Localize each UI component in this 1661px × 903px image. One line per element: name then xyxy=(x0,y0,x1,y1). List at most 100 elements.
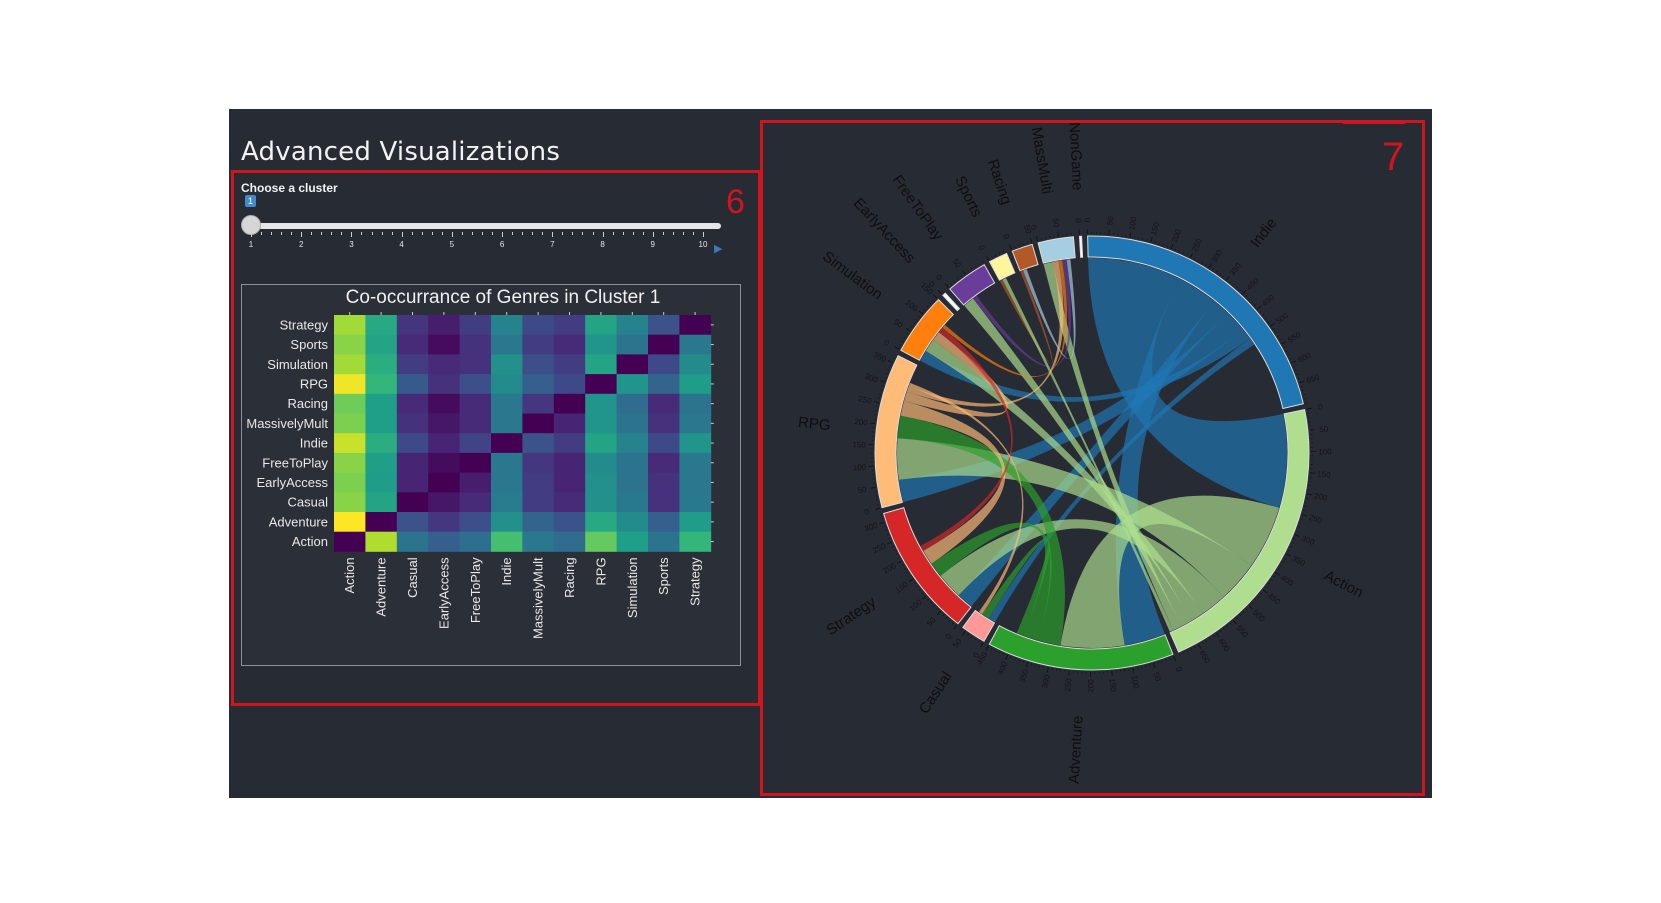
chord-minor-tick xyxy=(935,296,938,299)
chord-minor-tick xyxy=(1201,642,1204,645)
chord-minor-tick xyxy=(1259,311,1262,313)
heatmap-cell xyxy=(522,433,555,454)
chord-tick-label: 0 xyxy=(927,279,937,289)
cluster-slider[interactable]: 1 1 2 3 4 5 6 7 8 9 10 ▶ xyxy=(241,195,731,264)
chord-minor-tick xyxy=(987,645,989,648)
chord-minor-tick xyxy=(1268,582,1271,585)
chord-ribbon xyxy=(897,438,1252,597)
chord-minor-tick xyxy=(1296,373,1299,376)
chord-tick-label: 550 xyxy=(1234,623,1250,639)
page-title: Advanced Visualizations xyxy=(241,137,561,167)
chord-minor-tick xyxy=(897,348,900,350)
heatmap-cell xyxy=(334,433,366,454)
chord-tick-label: 300 xyxy=(1040,673,1052,688)
chord-minor-tick xyxy=(1022,242,1024,246)
heatmap-cell xyxy=(679,374,712,395)
chord-minor-tick xyxy=(885,373,888,375)
chord-minor-tick xyxy=(1265,317,1268,320)
heatmap-cell xyxy=(553,472,586,493)
chord-minor-tick xyxy=(1296,530,1299,532)
chord-minor-tick xyxy=(1161,660,1163,663)
heatmap-cell xyxy=(459,315,492,336)
slider-minor-tick xyxy=(331,232,333,235)
slider-track[interactable] xyxy=(249,223,721,229)
chord-minor-tick xyxy=(1286,553,1289,556)
chord-minor-tick xyxy=(950,283,952,285)
heatmap-cell xyxy=(396,354,429,375)
chord-tick-label: 50 xyxy=(951,636,964,649)
chord-tick-label: 0 xyxy=(1317,402,1324,412)
chord-tick-label: 450 xyxy=(1266,591,1282,607)
app-window: Advanced Visualizations 6 7 Choose a clu… xyxy=(229,109,1432,798)
chord-tick-label: 200 xyxy=(854,417,869,428)
slider-tick-label: 10 xyxy=(698,240,708,249)
chord-minor-tick xyxy=(960,275,963,278)
chord-minor-tick xyxy=(956,277,959,280)
annotation-label-6: 6 xyxy=(726,183,745,221)
chord-minor-tick xyxy=(1293,538,1296,540)
heatmap-cell xyxy=(428,354,460,375)
chord-minor-tick xyxy=(929,302,932,305)
chord-tick-label: 150 xyxy=(1107,678,1117,693)
chord-minor-tick xyxy=(1299,381,1302,384)
heatmap-cell xyxy=(365,334,398,355)
chord-minor-tick xyxy=(1182,651,1185,655)
chord-label-racing: Racing xyxy=(984,157,1015,207)
chord-minor-tick xyxy=(1267,321,1270,323)
chord-minor-tick xyxy=(1260,592,1263,595)
chord-minor-tick xyxy=(1285,350,1288,352)
heatmap-cell xyxy=(396,531,429,552)
heatmap-cell xyxy=(428,492,460,513)
chord-tick-label: 400 xyxy=(996,660,1010,676)
chord-tick-label: 0 xyxy=(1073,218,1082,224)
chord-minor-tick xyxy=(955,625,957,627)
heatmap-cell xyxy=(334,374,366,395)
chord-minor-tick xyxy=(1254,599,1257,602)
chord-minor-tick xyxy=(974,638,976,641)
heatmap-cell xyxy=(616,531,649,552)
heatmap-cell xyxy=(585,531,617,552)
chord-tick-label: 0 xyxy=(1029,224,1039,231)
chord-label-rpg: RPG xyxy=(797,414,831,434)
slider-minor-tick xyxy=(431,232,433,235)
chord-minor-tick xyxy=(1034,664,1037,667)
chord-minor-tick xyxy=(1248,605,1251,608)
heatmap-cell xyxy=(679,452,712,473)
slider-minor-tick xyxy=(291,232,293,235)
heatmap-cell xyxy=(585,512,617,533)
chord-tick-label: 50 xyxy=(951,257,964,270)
heatmap-cell xyxy=(428,472,460,493)
play-icon[interactable]: ▶ xyxy=(714,243,723,255)
slider-minor-tick xyxy=(682,232,684,235)
heatmap-cell xyxy=(459,433,492,454)
chord-minor-tick xyxy=(939,611,941,613)
heatmap-cell xyxy=(396,492,429,513)
heatmap-cell xyxy=(334,334,366,355)
chord-minor-tick xyxy=(1190,648,1193,651)
chord-ribbon xyxy=(1023,259,1076,360)
slider-minor-tick xyxy=(482,232,484,235)
chord-label-action: Action xyxy=(1321,567,1366,601)
slider-tick-label: 1 xyxy=(248,240,254,249)
chord-tick-label: 500 xyxy=(1274,311,1291,326)
chord-minor-tick xyxy=(1216,632,1218,635)
cluster-slider-label: Choose a cluster xyxy=(241,181,338,195)
chord-minor-tick xyxy=(935,608,938,610)
chord-minor-tick xyxy=(901,564,904,567)
chord-minor-tick xyxy=(1154,241,1156,244)
heatmap-cell xyxy=(365,374,398,395)
slider-minor-tick xyxy=(441,232,443,235)
heatmap-cell xyxy=(648,315,680,336)
chord-tick-label: 0 xyxy=(971,651,981,660)
heatmap-cell xyxy=(459,393,492,414)
chord-minor-tick xyxy=(905,333,908,335)
chord-minor-tick xyxy=(1157,661,1159,664)
chord-tick-label: 300 xyxy=(864,372,880,385)
chord-ribbon xyxy=(900,400,1006,564)
chord-panel: 0 50 100 150 200 250 300 350 400 450 500 550 600 650 I… xyxy=(762,122,1422,793)
heatmap-cell xyxy=(522,531,555,552)
chord-label-massmulti: MassMulti xyxy=(1028,126,1056,195)
chord-minor-tick xyxy=(916,585,919,588)
slider-tick-label: 6 xyxy=(499,240,505,249)
heatmap-cell xyxy=(522,512,555,533)
